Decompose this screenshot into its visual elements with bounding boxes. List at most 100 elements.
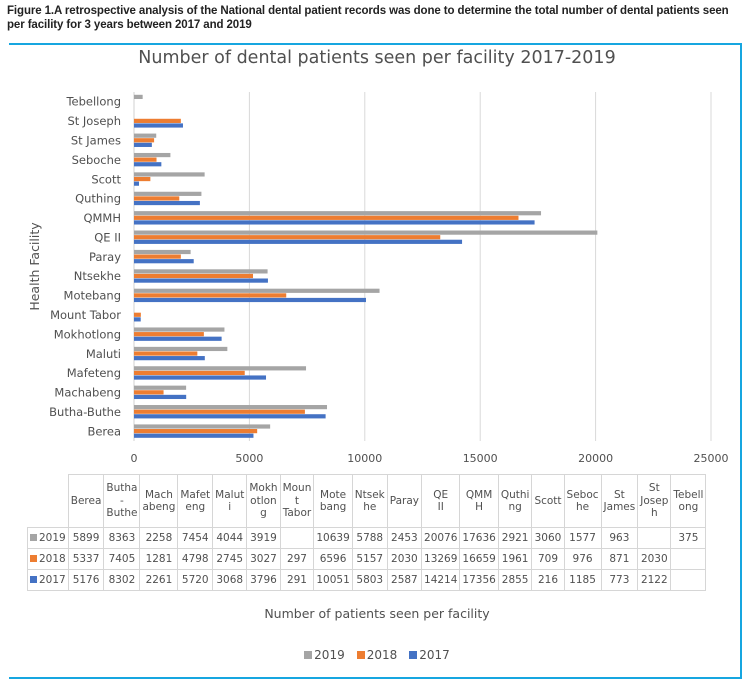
bar-2019 (134, 269, 268, 274)
bar-2017 (134, 356, 205, 361)
table-cell: 14214 (421, 569, 461, 591)
x-tick-label: 15000 (463, 452, 498, 465)
bar-2018 (134, 312, 141, 317)
legend-item: 2019 (304, 648, 345, 662)
table-column-header: Mote bang (313, 474, 353, 528)
figure-caption: Figure 1.A retrospective analysis of the… (7, 5, 729, 31)
bar-2019 (134, 211, 542, 216)
table-cell: 20076 (421, 527, 461, 549)
bar-2018 (134, 157, 157, 162)
table-cell: 2258 (139, 527, 179, 549)
bar-2019 (134, 172, 205, 177)
bar-2018 (134, 332, 204, 337)
bar-2019 (134, 366, 307, 371)
bar-2017 (134, 239, 463, 244)
bar-2018 (134, 118, 181, 123)
table-row: 2017 5176 8302 2261 5720 3068 3796 291 10051 5803… (27, 569, 707, 591)
category-label: Quthing (75, 192, 121, 206)
table-cell: 297 (279, 548, 315, 570)
table-cell: 4044 (212, 527, 248, 549)
table-cell: 16659 (459, 548, 499, 570)
table-column-header: Butha - Buthe (103, 474, 141, 528)
bar-2017 (134, 414, 326, 419)
bar-2017 (134, 200, 200, 206)
table-cell: 2855 (497, 569, 533, 591)
table-cell: 1577 (563, 527, 602, 549)
bar-2018 (134, 293, 287, 298)
bar-2017 (134, 297, 366, 303)
category-label: Berea (87, 424, 121, 438)
table-column-header: Malut i (212, 474, 248, 528)
table-column-header: St James (600, 474, 639, 528)
table-cell: 2261 (139, 569, 179, 591)
table-column-header: Scott (531, 474, 565, 528)
category-label: Scott (91, 172, 121, 186)
table-row: 2018 5337 7405 1281 4798 2745 3027 297 6596 5157 2… (27, 548, 707, 570)
bar-2017 (134, 317, 141, 322)
bar-2018 (134, 138, 155, 143)
table-cell: 10051 (313, 569, 353, 591)
table-cell: 2587 (386, 569, 423, 591)
table-cell (670, 569, 707, 591)
table-cell: 2030 (637, 548, 672, 570)
bar-2019 (134, 405, 328, 410)
table-column-header: Paray (386, 474, 423, 528)
bar-2018 (134, 215, 519, 220)
table-cell: 3060 (531, 527, 565, 549)
bar-2017 (134, 394, 187, 400)
category-label: Mafeteng (67, 366, 121, 380)
x-tick-label: 25000 (694, 452, 729, 465)
category-label: QE II (94, 230, 121, 244)
table-column-header: Seboc he (563, 474, 602, 528)
table-header-row: Berea Butha - Buthe Mach abeng Mafet eng Malut i M… (27, 474, 707, 528)
x-tick-label: 0 (131, 452, 138, 465)
figure-frame (9, 43, 742, 679)
table-cell: 976 (563, 548, 602, 570)
x-tick-label: 20000 (578, 452, 613, 465)
table-cell: 2745 (212, 548, 248, 570)
table-cell: 5720 (177, 569, 214, 591)
legend-key-icon (30, 575, 37, 583)
table-cell: 5788 (351, 527, 388, 549)
table-column-header: Moun t Tabor (279, 474, 315, 528)
legend-label: 2019 (314, 648, 345, 662)
table-cell: 5803 (351, 569, 388, 591)
bar-2018 (134, 351, 198, 356)
bar-2017 (134, 336, 222, 341)
category-label: Ntsekhe (74, 269, 121, 283)
y-axis-title: Health Facility (27, 222, 42, 311)
legend-item: 2018 (356, 648, 397, 662)
table-cell: 3796 (246, 569, 281, 591)
bar-2018 (134, 390, 164, 395)
bar-2017 (134, 375, 267, 380)
table-cell: 375 (670, 527, 707, 549)
table-cell (279, 527, 315, 549)
table-row-header: 2018 (27, 548, 69, 570)
bar-2018 (134, 273, 254, 279)
bar-2018 (134, 409, 305, 414)
legend-swatch-icon (356, 651, 365, 659)
bar-2018 (134, 254, 181, 259)
bar-2017 (134, 142, 152, 147)
table-cell: 17356 (459, 569, 499, 591)
category-label: Butha-Buthe (49, 405, 121, 419)
table-cell: 5176 (67, 569, 105, 591)
table-column-header: Berea (67, 474, 105, 528)
bar-2019 (134, 94, 143, 99)
table-cell: 1281 (139, 548, 179, 570)
table-cell: 5157 (351, 548, 388, 570)
bar-2019 (134, 346, 228, 352)
bar-2019 (134, 249, 191, 255)
bar-2017 (134, 220, 535, 225)
category-label: St Joseph (67, 114, 121, 128)
x-tick-label: 10000 (347, 452, 382, 465)
table-cell: 5899 (67, 527, 105, 549)
table-cell: 963 (600, 527, 639, 549)
table-cell: 3919 (246, 527, 281, 549)
table-cell: 1185 (563, 569, 602, 591)
table-row: 2019 5899 8363 2258 7454 4044 3919 10639 5788 245… (27, 527, 707, 549)
table-cell: 2122 (637, 569, 672, 591)
table-row-header: 2019 (27, 527, 69, 549)
bar-2017 (134, 162, 162, 167)
